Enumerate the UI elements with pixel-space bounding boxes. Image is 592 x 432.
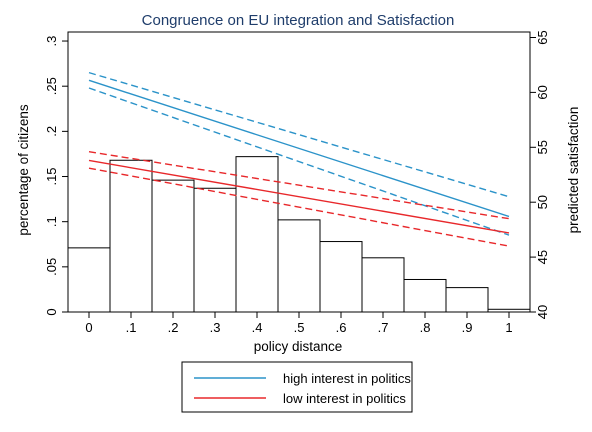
y-left-tick-label: .2 [44, 126, 59, 137]
histogram-bar [403, 278, 447, 313]
histogram-bar [319, 241, 363, 313]
histogram-bar [235, 156, 279, 313]
series-low-interest-ci-lower-line [88, 167, 510, 247]
y-left-tick-label: 0 [44, 308, 59, 315]
y-right-tick-label: 40 [535, 305, 550, 319]
y-left-tick-label: .05 [44, 258, 59, 276]
y-right-tick-label: 45 [535, 250, 550, 264]
y-right-tick-label: 50 [535, 195, 550, 209]
series-high-interest-ci-upper-line [88, 71, 510, 198]
x-tick-label: .1 [126, 320, 137, 335]
x-tick-label: .7 [378, 320, 389, 335]
x-tick-label: 0 [85, 320, 92, 335]
axes: 0 .1 .2 .3 .4 .5 .6 .7 .8 .9 1 0 .05 .1 .15 .2 .25 .3 40 45… [44, 30, 550, 335]
y-left-tick-label: .15 [44, 167, 59, 185]
legend-label-low-interest: low interest in politics [283, 391, 406, 406]
histogram-bar [67, 247, 111, 313]
y-right-tick-label: 55 [535, 140, 550, 154]
y-left-tick-label: .1 [44, 216, 59, 227]
series-high-interest-prediction-line [88, 79, 510, 218]
histogram-bar [487, 308, 531, 313]
x-tick-label: .2 [168, 320, 179, 335]
histogram-bars [67, 156, 531, 313]
y-left-tick-label: .25 [44, 77, 59, 95]
series-low-interest-ci-upper-line [88, 150, 510, 220]
x-tick-label: 1 [505, 320, 512, 335]
x-tick-label: .6 [336, 320, 347, 335]
histogram-bar [193, 187, 237, 313]
legend-box [181, 361, 413, 413]
x-tick-label: .5 [294, 320, 305, 335]
legend: high interest in politics low interest i… [181, 361, 413, 413]
prediction-lines [88, 71, 510, 247]
x-axis-label: policy distance [254, 339, 343, 354]
x-tick-label: .8 [420, 320, 431, 335]
histogram-bar [361, 257, 405, 313]
histogram-bar [109, 159, 153, 313]
x-tick-label: .3 [210, 320, 221, 335]
y-left-tick-label: .3 [44, 36, 59, 47]
chart-title: Congruence on EU integration and Satisfa… [142, 12, 455, 29]
legend-label-high-interest: high interest in politics [283, 371, 411, 386]
histogram-bar [277, 219, 321, 313]
series-low-interest-prediction-line [88, 159, 510, 234]
histogram-bar [445, 287, 489, 313]
y-right-tick-label: 65 [535, 30, 550, 44]
y-axis-right-label: predicted satisfaction [566, 107, 581, 234]
x-tick-label: .9 [462, 320, 473, 335]
x-tick-label: .4 [252, 320, 263, 335]
y-right-tick-label: 60 [535, 85, 550, 99]
histogram-bar [151, 179, 195, 313]
series-high-interest-ci-lower-line [88, 87, 510, 236]
y-axis-left-label: percentage of citizens [16, 104, 31, 236]
